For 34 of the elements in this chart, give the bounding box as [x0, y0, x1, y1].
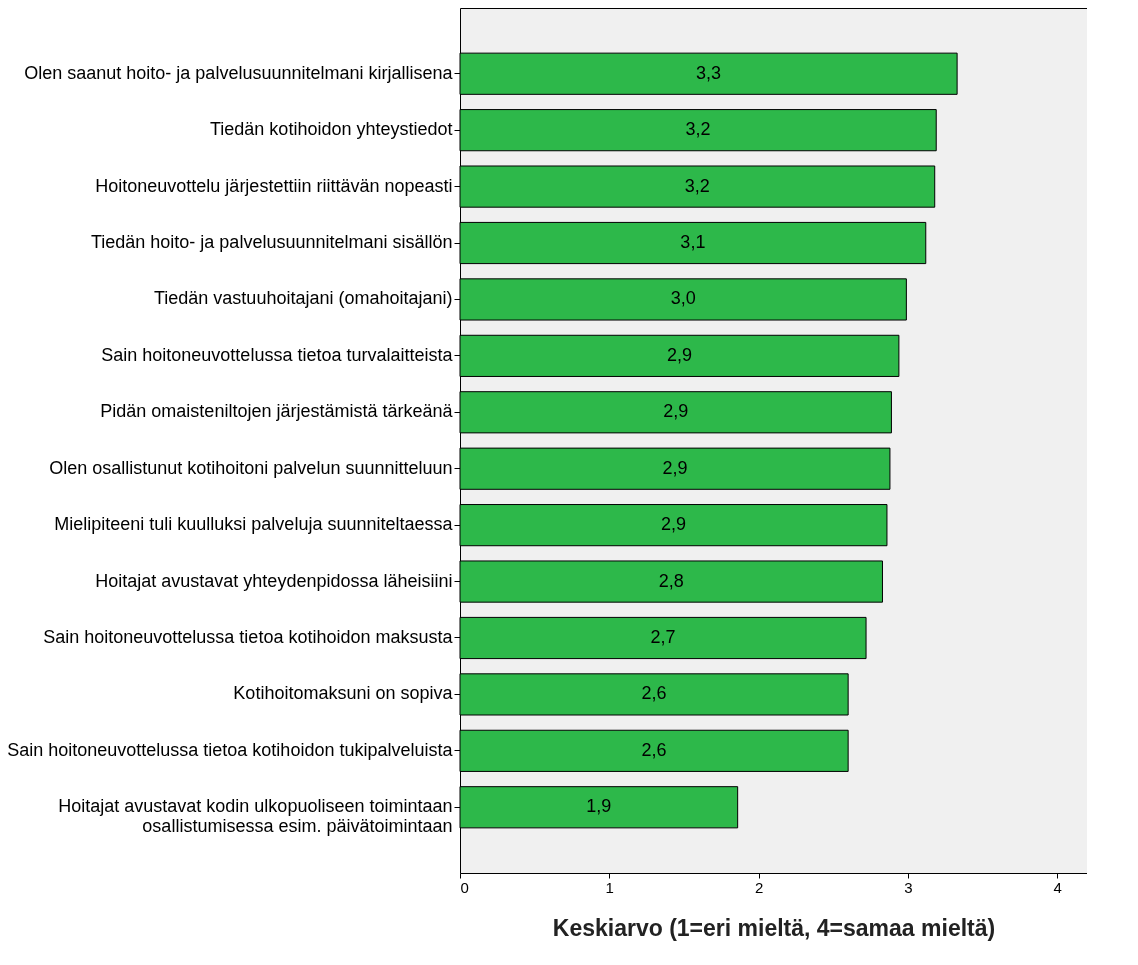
y-tick-label: Sain hoitoneuvottelussa tietoa turvalaitteista — [101, 344, 454, 365]
data-label: 2,8 — [658, 570, 684, 591]
y-tick-label: Sain hoitoneuvottelussa tietoa kotihoidon tukipalveluista — [7, 739, 454, 760]
data-label: 3,2 — [684, 175, 710, 196]
y-tick-label: Tiedän kotihoidon yhteystiedot — [210, 119, 453, 140]
y-tick-label: Hoitoneuvottelu järjestettiin riittävän nopeasti — [95, 175, 453, 196]
data-label: 2,6 — [641, 683, 667, 704]
y-tick-label: Tiedän vastuuhoitajani (omahoitajani) — [153, 288, 453, 309]
y-tick-label: Hoitajat avustavat kodin ulkopuoliseen toimintaan osallistumisessa esim. päivätoimintaan — [58, 796, 453, 837]
data-label: 2,9 — [662, 457, 688, 478]
y-tick-label: Olen saanut hoito- ja palvelusuunnitelmani kirjallisena — [24, 62, 454, 83]
data-label: 3,0 — [670, 288, 696, 309]
data-label: 1,9 — [586, 796, 612, 817]
data-label: 2,7 — [650, 626, 676, 647]
y-tick-label: Tiedän hoito- ja palvelusuunnitelmani sisällön — [90, 232, 453, 253]
x-tick-label: 3 — [904, 878, 913, 896]
y-tick-label: Olen osallistunut kotihoitoni palvelun suunnitteluun — [49, 457, 453, 478]
data-label: 3,2 — [685, 119, 711, 140]
y-tick-label: Kotihoitomaksuni on sopiva — [233, 683, 454, 704]
data-label: 3,1 — [680, 232, 706, 253]
data-label: 2,9 — [666, 344, 692, 365]
data-label: 3,3 — [696, 62, 722, 83]
data-label: 2,9 — [660, 514, 686, 535]
x-tick-label: 4 — [1053, 878, 1062, 896]
y-tick-label: Mielipiteeni tuli kuulluksi palveluja suunniteltaessa — [54, 514, 454, 535]
x-axis-title: Keskiarvo (1=eri mieltä, 4=samaa mieltä) — [552, 914, 996, 941]
y-tick-label: Hoitajat avustavat yhteydenpidossa läheisiini — [95, 570, 453, 591]
y-tick-label: Sain hoitoneuvottelussa tietoa kotihoidon maksusta — [43, 626, 454, 647]
x-tick-label: 0 — [460, 878, 469, 896]
x-tick-label: 2 — [754, 878, 764, 896]
y-tick-label: Pidän omaisteniltojen järjestämistä tärkeänä — [100, 401, 454, 422]
data-label: 2,6 — [641, 739, 667, 760]
x-tick-label: 1 — [605, 878, 614, 896]
data-label: 2,9 — [663, 401, 689, 422]
